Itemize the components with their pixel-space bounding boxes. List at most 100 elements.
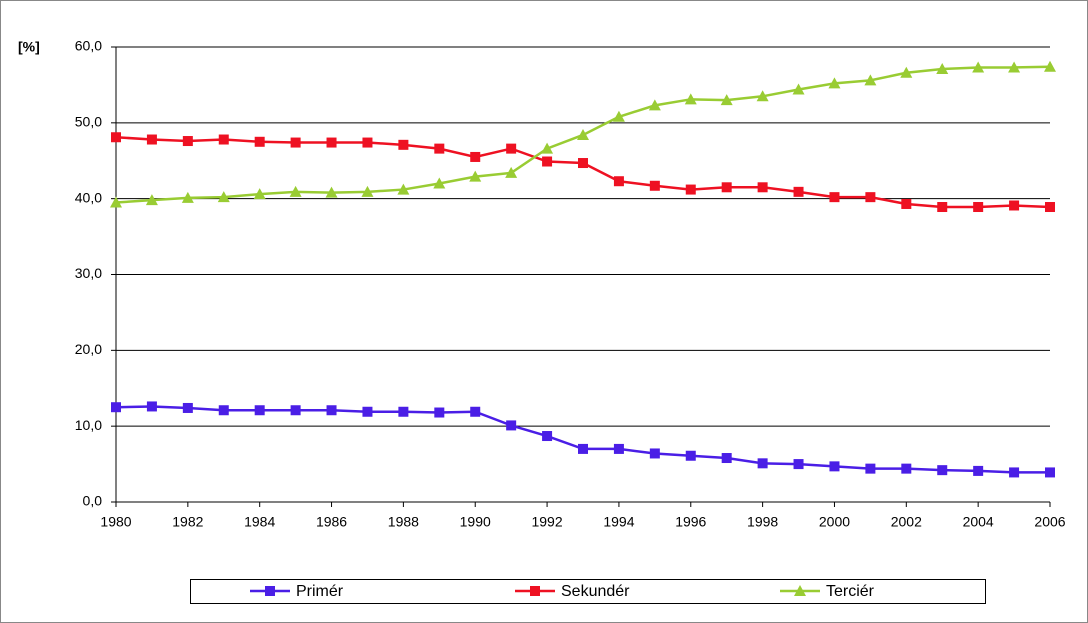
marker (218, 134, 229, 145)
marker (756, 90, 769, 102)
marker (937, 465, 948, 476)
marker (1045, 202, 1055, 213)
y-tick-label: 0,0 (83, 493, 103, 509)
marker (325, 186, 338, 198)
marker (649, 448, 660, 459)
marker (972, 61, 985, 73)
marker (865, 463, 876, 474)
marker (470, 406, 481, 417)
marker (542, 431, 553, 442)
marker (900, 66, 913, 78)
marker (684, 93, 697, 105)
marker (541, 142, 554, 154)
marker (793, 186, 804, 197)
marker (434, 143, 445, 154)
marker (901, 463, 912, 474)
marker (613, 176, 624, 187)
marker (217, 191, 230, 203)
marker (648, 99, 661, 111)
marker (649, 180, 660, 191)
marker (757, 182, 768, 193)
legend-label: Primér (296, 583, 344, 600)
legend-box (190, 579, 986, 604)
marker (254, 405, 265, 416)
marker (470, 151, 481, 162)
marker (578, 158, 588, 169)
marker (973, 465, 984, 476)
marker (111, 132, 121, 143)
marker (111, 402, 121, 413)
marker (434, 407, 445, 418)
marker (265, 586, 275, 596)
marker (757, 458, 768, 469)
x-tick-label: 1990 (460, 514, 491, 530)
marker (146, 134, 157, 145)
marker (937, 202, 948, 213)
legend-label: Sekundér (561, 583, 630, 600)
marker (685, 184, 696, 195)
marker (181, 191, 194, 203)
legend-label: Terciér (826, 583, 875, 600)
marker (721, 453, 732, 464)
y-tick-label: 30,0 (75, 265, 102, 281)
x-tick-label: 1986 (316, 514, 347, 530)
marker (506, 143, 517, 154)
marker (290, 137, 301, 148)
marker (936, 62, 949, 74)
marker (1008, 61, 1021, 73)
marker (864, 74, 877, 86)
marker (361, 185, 374, 197)
marker (578, 443, 588, 454)
marker (397, 183, 410, 195)
marker (829, 461, 840, 472)
marker (794, 585, 806, 596)
y-axis-label: [%] (18, 39, 40, 55)
marker (289, 185, 302, 197)
marker (721, 182, 732, 193)
y-tick-label: 20,0 (75, 341, 102, 357)
marker (326, 405, 337, 416)
x-tick-label: 1992 (531, 514, 562, 530)
x-tick-label: 1984 (244, 514, 275, 530)
marker (218, 405, 229, 416)
marker (326, 137, 337, 148)
marker (530, 586, 540, 596)
marker (146, 401, 157, 412)
marker (253, 188, 266, 200)
x-tick-label: 2006 (1034, 514, 1065, 530)
marker (290, 405, 301, 416)
x-tick-label: 1996 (675, 514, 706, 530)
marker (110, 196, 122, 208)
y-tick-label: 60,0 (75, 38, 102, 54)
marker (577, 128, 589, 140)
marker (398, 139, 409, 150)
marker (901, 198, 912, 209)
marker (505, 166, 518, 178)
marker (542, 156, 553, 167)
x-tick-label: 1994 (603, 514, 634, 530)
marker (685, 450, 696, 461)
y-tick-label: 10,0 (75, 417, 102, 433)
marker (182, 136, 193, 147)
marker (612, 110, 625, 122)
marker (793, 459, 804, 470)
legend: Primér Sekundér Terciér (190, 579, 986, 604)
marker (182, 402, 193, 413)
marker (362, 406, 373, 417)
marker (1044, 60, 1056, 72)
marker (829, 192, 840, 203)
marker (828, 77, 841, 89)
marker (254, 136, 265, 147)
marker (1009, 200, 1020, 211)
marker (792, 83, 805, 95)
x-tick-label: 2004 (963, 514, 994, 530)
x-tick-label: 1998 (747, 514, 778, 530)
x-tick-label: 2000 (819, 514, 850, 530)
x-tick-label: 2002 (891, 514, 922, 530)
x-tick-label: 1988 (388, 514, 419, 530)
marker (398, 406, 409, 417)
marker (433, 177, 446, 189)
x-tick-label: 1980 (100, 514, 131, 530)
